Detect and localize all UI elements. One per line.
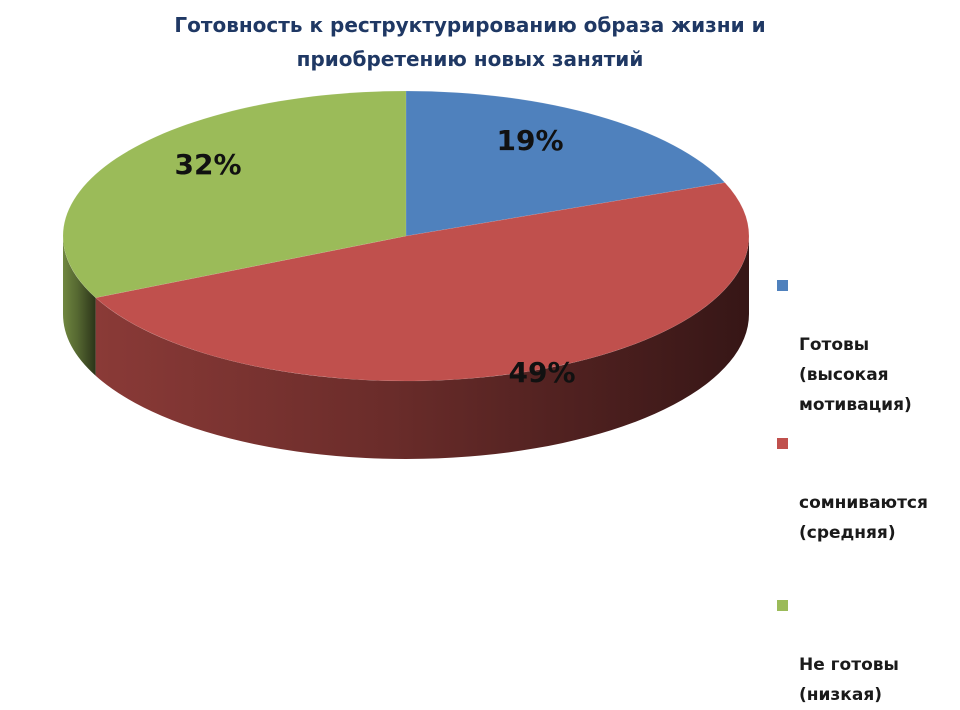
pie-chart: 19% 49% 32%: [62, 90, 750, 460]
data-label-medium: 49%: [508, 356, 575, 389]
legend-label-high: Готовы (высокая мотивация): [799, 335, 912, 415]
legend-swatch-low: [777, 600, 788, 611]
pie-slice-low: [62, 90, 407, 299]
legend-label-low: Не готовы (низкая): [799, 655, 899, 705]
data-label-low: 32%: [174, 148, 241, 181]
pie-slice-medium: [94, 182, 750, 382]
legend-swatch-high: [777, 280, 788, 291]
legend-item-high: Готовы (высокая мотивация): [775, 270, 960, 420]
legend-label-medium: сомниваются (средняя): [799, 493, 928, 543]
legend: Готовы (высокая мотивация) сомниваются (…: [775, 270, 960, 710]
pie-side-medium: [95, 236, 750, 460]
pie-side-low: [63, 236, 96, 376]
chart-title-line-2: приобретению новых занятий: [296, 47, 644, 71]
chart-title: Готовность к реструктурированию образа ж…: [0, 8, 940, 76]
pie-slice-high: [405, 90, 726, 237]
legend-swatch-medium: [777, 438, 788, 449]
legend-item-low: Не готовы (низкая): [775, 590, 960, 710]
chart-title-line-1: Готовность к реструктурированию образа ж…: [174, 13, 766, 37]
data-label-high: 19%: [496, 124, 563, 157]
pie-sides: [63, 236, 750, 460]
pie-tops: [62, 90, 750, 382]
legend-item-medium: сомниваются (средняя): [775, 428, 960, 548]
pie-data-labels: 19% 49% 32%: [174, 124, 575, 389]
